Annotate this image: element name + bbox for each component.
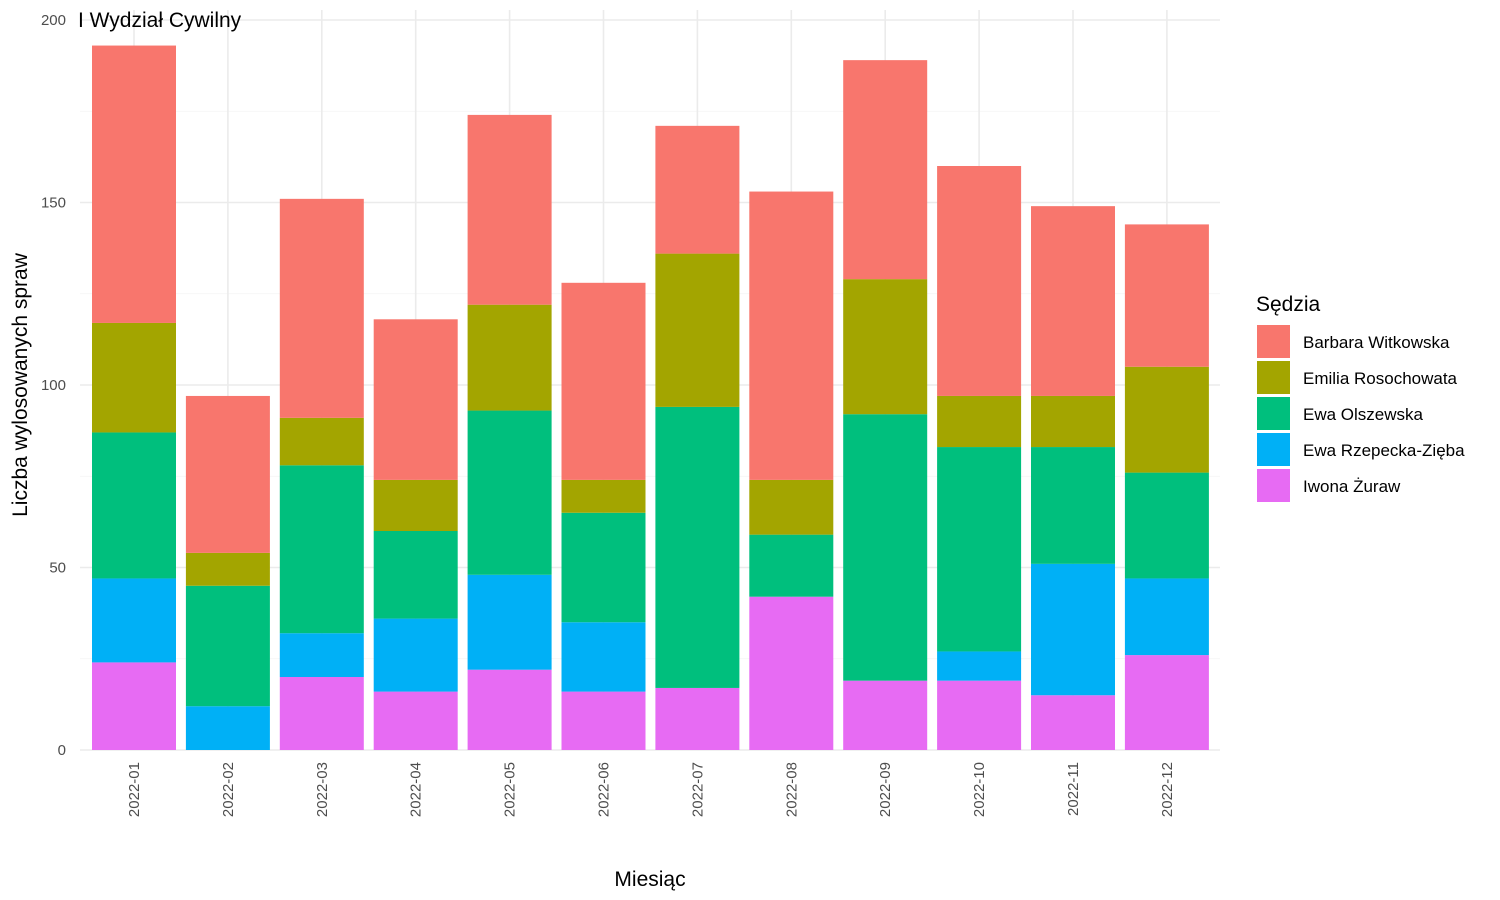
bar-segment: Ewa Olszewska 2022-06: 30 [561,512,646,623]
bar-segment: Ewa Olszewska 2022-02: 33 [185,585,270,707]
x-tick-label: 2022-02 [220,762,237,817]
bar-segment: Emilia Rosochowata 2022-07: 42 [655,253,740,407]
bar-segment: Ewa Olszewska 2022-12: 29 [1124,472,1209,579]
bar-segment: Barbara Witkowska 2022-11: 52 [1031,206,1115,396]
x-tick-label: 2022-09 [877,762,894,817]
bar-segment: Ewa Olszewska 2022-05: 45 [467,410,552,575]
legend-swatch [1257,361,1290,394]
bar-segment: Iwona Żuraw 2022-04: 16 [373,691,458,750]
bar-segment: Ewa Rzepecka-Zięba 2022-10: 8 [937,651,1022,681]
bar-segment: Ewa Olszewska 2022-08: 17 [749,534,834,597]
bar-segment: Ewa Rzepecka-Zięba 2022-06: 19 [561,622,646,692]
legend-label: Iwona Żuraw [1303,477,1401,496]
x-axis-title: Miesiąc [614,868,685,891]
x-tick-label: 2022-12 [1159,762,1176,817]
bar-segment: Barbara Witkowska 2022-06: 54 [561,282,646,480]
bar-segment: Iwona Żuraw 2022-06: 16 [561,691,646,750]
x-tick-label: 2022-04 [408,762,425,817]
bar-segment: Iwona Żuraw 2022-09: 19 [843,680,928,750]
bar-segment: Barbara Witkowska 2022-03: 60 [279,198,364,418]
bar-segment: Ewa Rzepecka-Zięba 2022-01: 23 [92,578,176,663]
bar-segment: Ewa Olszewska 2022-03: 46 [279,465,364,634]
bar-segment: Ewa Olszewska 2022-04: 24 [373,531,458,619]
bar-segment: Emilia Rosochowata 2022-05: 29 [467,304,552,411]
bar-segment: Ewa Rzepecka-Zięba 2022-03: 12 [279,633,364,677]
y-axis-title: Liczba wylosowanych spraw [9,252,32,517]
bar-segment: Barbara Witkowska 2022-12: 39 [1124,224,1209,367]
legend-label: Ewa Olszewska [1303,405,1424,424]
bar-segment: Barbara Witkowska 2022-10: 63 [937,166,1022,396]
legend-swatch [1257,325,1290,358]
bar-segment: Iwona Żuraw 2022-03: 20 [279,677,364,750]
x-tick-label: 2022-06 [596,762,613,817]
bar-segment: Barbara Witkowska 2022-02: 43 [185,395,270,553]
bar-segment: Ewa Rzepecka-Zięba 2022-12: 21 [1124,578,1209,656]
bar-segment: Emilia Rosochowata 2022-06: 9 [561,479,646,513]
y-tick-label: 100 [41,377,66,394]
x-tick-label: 2022-08 [783,762,800,817]
bar-segment: Emilia Rosochowata 2022-03: 13 [279,417,364,466]
bar-segment: Emilia Rosochowata 2022-01: 30 [92,322,176,433]
legend-swatch [1257,397,1290,430]
bar-segment: Barbara Witkowska 2022-09: 60 [843,60,928,280]
legend-label: Barbara Witkowska [1303,333,1450,352]
y-tick-label: 150 [41,195,66,212]
bar-segment: Ewa Rzepecka-Zięba 2022-11: 36 [1031,563,1115,696]
x-tick-label: 2022-07 [689,762,706,817]
legend-label: Ewa Rzepecka-Zięba [1303,441,1465,460]
legend: Sędzia Barbara Witkowska Emilia Rosochowa… [1256,293,1465,502]
bars: Iwona Żuraw 2022-01: 24Ewa Rzepecka-Zięb… [92,45,1209,750]
bar-segment: Emilia Rosochowata 2022-08: 15 [749,479,834,535]
bar-segment: Barbara Witkowska 2022-04: 44 [373,319,458,480]
bar-segment: Iwona Żuraw 2022-08: 42 [749,596,834,750]
legend-title: Sędzia [1256,293,1321,316]
x-axis-ticks: 2022-01 2022-02 2022-03 2022-04 2022-05 2022-… [126,762,1176,817]
bar-segment: Ewa Rzepecka-Zięba 2022-05: 26 [467,574,552,670]
x-tick-label: 2022-11 [1065,762,1082,816]
bar-segment: Ewa Olszewska 2022-01: 40 [92,432,176,579]
chart-title: I Wydział Cywilny [78,9,242,32]
legend-label: Emilia Rosochowata [1303,369,1458,388]
bar-segment: Ewa Olszewska 2022-10: 56 [937,447,1022,652]
bar-segment: Iwona Żuraw 2022-05: 22 [467,669,552,750]
bar-segment: Ewa Olszewska 2022-09: 73 [843,414,928,681]
x-tick-label: 2022-10 [971,762,988,817]
bar-segment: Ewa Rzepecka-Zięba 2022-02: 12 [185,706,270,750]
bar-segment: Iwona Żuraw 2022-07: 17 [655,687,740,750]
bar-segment: Ewa Rzepecka-Zięba 2022-04: 20 [373,618,458,692]
bar-segment: Emilia Rosochowata 2022-10: 14 [937,395,1022,448]
bar-segment: Emilia Rosochowata 2022-02: 9 [185,552,270,586]
bar-segment: Emilia Rosochowata 2022-09: 37 [843,279,928,415]
bar-segment: Barbara Witkowska 2022-05: 52 [467,114,552,305]
y-tick-label: 0 [58,742,66,759]
bar-segment: Ewa Olszewska 2022-07: 77 [655,406,740,688]
bar-segment: Barbara Witkowska 2022-08: 79 [749,191,834,480]
bar-segment: Iwona Żuraw 2022-12: 26 [1124,655,1209,750]
y-axis-ticks: 0 50 100 150 200 [41,12,66,759]
legend-swatch [1257,433,1290,466]
bar-segment: Iwona Żuraw 2022-01: 24 [92,662,176,750]
bar-segment: Iwona Żuraw 2022-10: 19 [937,680,1022,750]
bar-segment: Barbara Witkowska 2022-01: 76 [92,45,176,323]
x-tick-label: 2022-01 [126,762,143,817]
bar-segment: Emilia Rosochowata 2022-12: 29 [1124,366,1209,473]
x-tick-label: 2022-05 [502,762,519,817]
bar-segment: Iwona Żuraw 2022-11: 15 [1031,695,1115,750]
x-tick-label: 2022-03 [314,762,331,817]
y-tick-label: 50 [49,560,66,577]
bar-segment: Emilia Rosochowata 2022-04: 14 [373,479,458,531]
bar-segment: Ewa Olszewska 2022-11: 32 [1031,447,1115,564]
bar-segment: Emilia Rosochowata 2022-11: 14 [1031,395,1115,448]
legend-swatch [1257,469,1290,502]
bar-segment: Barbara Witkowska 2022-07: 35 [655,125,740,254]
y-tick-label: 200 [41,12,66,29]
